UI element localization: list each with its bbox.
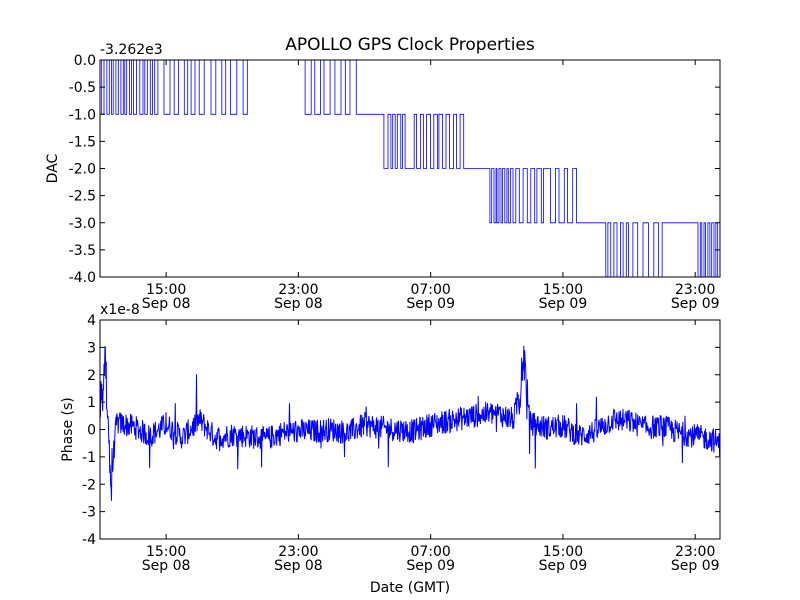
axis-offset-label: -3.262e3 (100, 42, 163, 58)
y-tick-label: -1 (82, 450, 96, 466)
x-tick-date-label: Sep 08 (142, 296, 191, 312)
y-tick-label: -2.0 (69, 162, 96, 178)
chart-title: APOLLO GPS Clock Properties (285, 35, 535, 55)
y-tick-label: -3 (82, 505, 96, 521)
y-tick-label: -3.0 (69, 216, 96, 232)
x-tick-label: 07:00 (410, 544, 450, 560)
y-axis-label: DAC (45, 153, 61, 183)
x-tick-date-label: Sep 08 (274, 558, 323, 574)
x-tick-date-label: Sep 09 (671, 296, 720, 312)
y-tick-label: -1.0 (69, 107, 96, 123)
y-tick-label: -3.5 (69, 243, 96, 259)
y-tick-label: 0.0 (74, 53, 96, 69)
x-tick-label: 07:00 (410, 282, 450, 298)
x-tick-label: 23:00 (278, 544, 318, 560)
x-tick-date-label: Sep 09 (406, 296, 455, 312)
x-tick-label: 15:00 (543, 544, 583, 560)
y-tick-label: 4 (87, 313, 96, 329)
y-tick-label: 0 (87, 423, 96, 439)
y-tick-label: -0.5 (69, 80, 96, 96)
x-tick-label: 23:00 (675, 282, 715, 298)
y-tick-label: -4.0 (69, 270, 96, 286)
x-tick-date-label: Sep 08 (274, 296, 323, 312)
x-tick-date-label: Sep 09 (539, 296, 588, 312)
x-tick-date-label: Sep 08 (142, 558, 191, 574)
y-tick-label: 2 (87, 368, 96, 384)
x-tick-label: 15:00 (146, 544, 186, 560)
dac-panel: 0.0 -0.5 -1.0 -1.5 -2.0 -2.5 -3.0 -3.5 -4.0 15:00… (45, 42, 721, 312)
x-tick-label: 23:00 (675, 544, 715, 560)
y-tick-label: -4 (82, 532, 96, 548)
y-tick-label: -2.5 (69, 189, 96, 205)
dac-series-line (100, 60, 720, 277)
y-tick-label: 1 (87, 395, 96, 411)
y-tick-label: 3 (87, 340, 96, 356)
x-axis-label: Date (GMT) (370, 580, 450, 596)
x-tick-date-label: Sep 09 (406, 558, 455, 574)
y-axis-label: Phase (s) (60, 397, 76, 461)
y-tick-label: -1.5 (69, 134, 96, 150)
axis-offset-label: x1e-8 (100, 302, 140, 318)
x-tick-label: 23:00 (278, 282, 318, 298)
x-tick-date-label: Sep 09 (671, 558, 720, 574)
y-tick-label: -2 (82, 477, 96, 493)
x-tick-date-label: Sep 09 (539, 558, 588, 574)
x-tick-label: 15:00 (146, 282, 186, 298)
x-tick-label: 15:00 (543, 282, 583, 298)
phase-series-line (100, 345, 720, 501)
